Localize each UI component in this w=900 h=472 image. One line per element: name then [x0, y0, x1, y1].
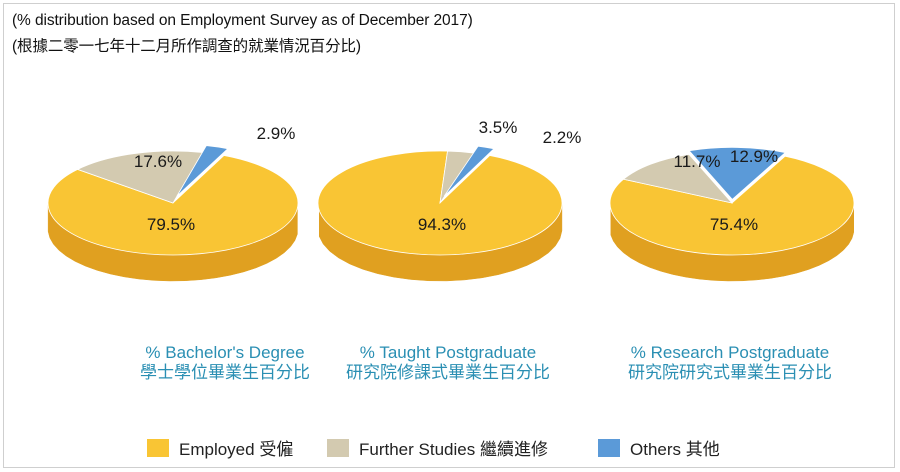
- legend-item-others: Others 其他: [598, 435, 720, 460]
- pie-taught-label-employed: 94.3%: [418, 215, 466, 234]
- legend-swatch-others: [598, 438, 620, 457]
- legend-swatch-employed: [147, 438, 169, 457]
- pie-bachelor-label-others: 2.9%: [257, 124, 296, 143]
- caption-research-zh: 研究院研究式畢業生百分比: [628, 363, 832, 382]
- pie-bachelor-label-further-studies: 17.6%: [134, 152, 182, 171]
- pie-research-slice-others: [688, 147, 787, 200]
- legend-item-further-studies: Further Studies 繼續進修: [327, 435, 548, 460]
- pie-bachelor-slice-others: [176, 145, 229, 197]
- legend: Employed 受僱 Further Studies 繼續進修 Others …: [0, 435, 900, 461]
- legend-label-further-studies: Further Studies 繼續進修: [359, 440, 548, 459]
- pie-taught-slice-others: [443, 145, 495, 197]
- caption-bachelor-en: % Bachelor's Degree: [145, 343, 305, 362]
- legend-item-employed: Employed 受僱: [147, 435, 293, 460]
- pie-research: 75.4% 11.7% 12.9%: [609, 147, 855, 282]
- pie-bachelor: 79.5% 17.6% 2.9%: [47, 124, 299, 282]
- caption-taught-en: % Taught Postgraduate: [359, 343, 537, 362]
- header-line-en: (% distribution based on Employment Surv…: [12, 12, 473, 29]
- pie-research-label-others: 12.9%: [730, 147, 778, 166]
- pie-research-slice-further-studies: [622, 153, 734, 204]
- legend-swatch-further-studies: [327, 438, 349, 457]
- caption-bachelor: % Bachelor's Degree 學士學位畢業生百分比: [75, 343, 375, 383]
- legend-label-employed: Employed 受僱: [179, 440, 294, 459]
- pie-taught-label-further-studies: 3.5%: [479, 118, 518, 137]
- pie-research-label-further-studies: 11.7%: [674, 152, 721, 171]
- pie-research-label-employed: 75.4%: [710, 215, 758, 234]
- pie-taught: 94.3% 3.5% 2.2%: [317, 118, 582, 282]
- caption-taught-zh: 研究院修課式畢業生百分比: [346, 363, 550, 382]
- pie-taught-label-others: 2.2%: [543, 128, 582, 147]
- caption-research: % Research Postgraduate 研究院研究式畢業生百分比: [580, 343, 880, 383]
- legend-label-others: Others 其他: [630, 440, 720, 459]
- caption-research-en: % Research Postgraduate: [630, 343, 830, 362]
- header-line-zh: (根據二零一七年十二月所作調查的就業情況百分比): [12, 38, 361, 55]
- pie-bachelor-slice-employed: [47, 155, 299, 256]
- caption-bachelor-zh: 學士學位畢業生百分比: [140, 363, 310, 382]
- caption-taught: % Taught Postgraduate 研究院修課式畢業生百分比: [298, 343, 598, 383]
- pie-bachelor-label-employed: 79.5%: [147, 215, 195, 234]
- pie-bachelor-slice-further-studies: [76, 150, 204, 204]
- pie-research-slice-employed: [609, 155, 855, 256]
